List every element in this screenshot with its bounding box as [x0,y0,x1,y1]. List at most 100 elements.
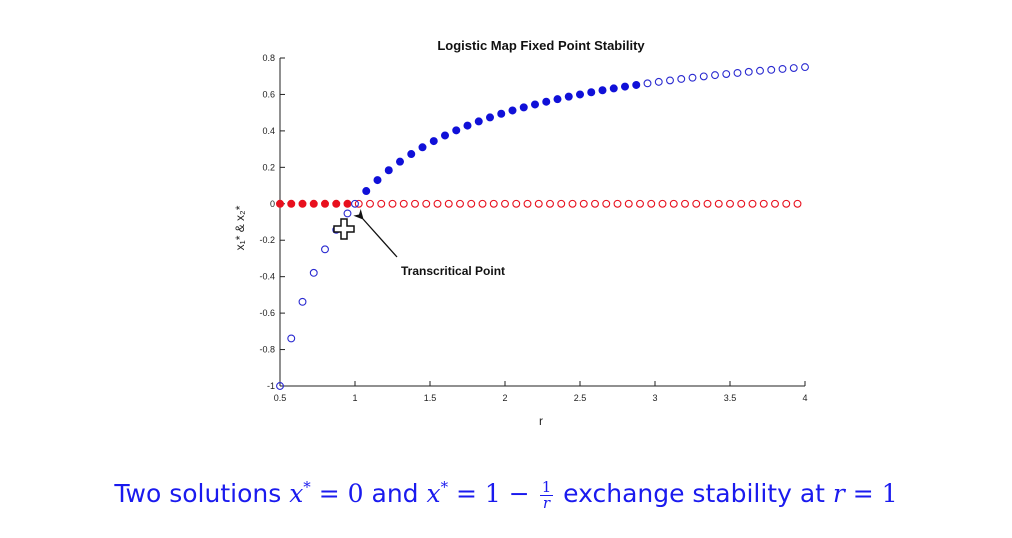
data-point [508,106,517,115]
annotation-text: Transcritical Point [401,264,505,278]
data-point [320,199,329,208]
data-point [474,117,483,126]
x-tick-label: 1.5 [424,393,437,403]
data-point [343,199,352,208]
y-tick-label: 0.8 [262,53,275,63]
data-point [632,80,641,89]
chart: Logistic Map Fixed Point Stability 0.5 1 1… [233,38,809,428]
data-point [501,199,509,208]
data-point [343,209,352,218]
data-point [351,199,359,208]
data-point [801,63,809,72]
y-tick-label: 0.4 [262,126,275,136]
data-point [598,86,607,95]
x-axis-label: r [539,414,543,428]
data-point [546,199,554,208]
data-point [576,90,585,99]
data-point [636,199,644,208]
data-point [478,199,487,208]
data-point [681,199,689,208]
x-tick-label: 4 [802,393,807,403]
data-point [321,245,329,254]
data-point [519,103,528,112]
data-point [485,113,494,122]
annotation: Transcritical Point [353,208,505,278]
x-tick-label: 2.5 [574,393,587,403]
x-tick-label: 3 [652,393,657,403]
data-point [456,199,464,208]
x-tick-label: 3.5 [724,393,737,403]
data-point [440,131,449,140]
data-point [609,84,618,93]
data-point [377,199,386,208]
data-point [568,199,577,208]
data-points [275,63,809,390]
data-point [444,199,453,208]
data-point [489,199,498,208]
data-point [467,199,476,208]
data-point [531,100,540,109]
data-point [643,79,652,88]
data-point [733,68,742,77]
data-point [737,199,746,208]
data-point [699,72,708,81]
data-point [287,199,296,208]
y-tick-label: 0.6 [262,89,275,99]
data-point [332,199,341,208]
y-axis-label: x₁* & x₂* [233,205,247,250]
data-point [542,97,551,106]
y-tick-label: 0.2 [262,162,275,172]
ticks: 0.5 1 1.5 2 2.5 3 3.5 4 -1 -0.8 -0.6 -0.4 -0.2 0 0.2 0.… [259,53,807,403]
data-point [714,199,723,208]
data-point [384,166,393,175]
data-point [407,150,416,159]
data-point [726,199,734,208]
x-tick-label: 2 [502,393,507,403]
data-point [298,199,307,208]
data-point [429,137,438,146]
data-point [711,71,719,80]
data-point [534,199,543,208]
x-tick-label: 0.5 [274,393,287,403]
data-point [624,199,633,208]
data-point [688,73,697,82]
data-point [722,70,731,78]
data-point [579,199,588,208]
data-point [418,143,427,152]
data-point [388,199,397,208]
y-tick-label: -0.4 [259,272,275,282]
data-point [591,199,599,208]
y-tick-label: -0.6 [259,308,275,318]
data-point [602,199,611,208]
y-tick-label: 0 [270,199,275,209]
move-cursor-icon [333,218,355,240]
data-point [287,334,296,343]
y-tick-label: -1 [267,381,275,391]
data-point [557,199,566,208]
y-tick-label: -0.2 [259,235,275,245]
data-point [756,66,764,75]
data-point [748,199,757,208]
data-point [373,176,382,185]
caption-text-1: Two solutions [114,479,290,508]
data-point [411,199,419,208]
data-point [564,92,573,101]
data-point [399,199,408,208]
data-point [276,382,284,390]
data-point [354,199,363,208]
data-point [669,199,678,208]
data-point [433,199,442,208]
data-point [366,199,374,208]
data-point [789,64,798,72]
data-point [703,199,712,208]
data-point [309,199,318,208]
chart-title: Logistic Map Fixed Point Stability [437,38,645,53]
data-point [587,88,596,97]
data-point [309,268,318,277]
annotation-arrow [353,208,398,258]
data-point [744,67,753,76]
data-point [654,77,663,86]
